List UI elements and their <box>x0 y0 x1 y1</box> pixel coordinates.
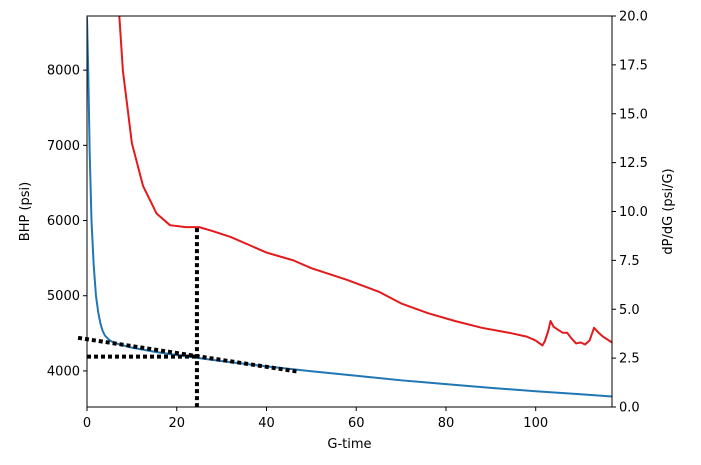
y-left-axis: 4000 5000 6000 7000 8000 <box>47 64 87 379</box>
y-right-tick-label: 0.0 <box>619 401 640 416</box>
x-tick-label: 40 <box>258 416 275 431</box>
y-right-tick-label: 10.0 <box>619 205 648 220</box>
x-tick-label: 0 <box>83 416 91 431</box>
x-axis: 0 20 40 60 80 100 <box>83 407 548 431</box>
x-tick-label: 60 <box>348 416 365 431</box>
y-right-axis: 0.0 2.5 5.0 7.5 10.0 12.5 15.0 17.5 20.0 <box>612 10 648 416</box>
y-right-tick-label: 7.5 <box>619 254 640 269</box>
y-right-axis-title: dP/dG (psi/G) <box>661 168 676 254</box>
y-left-tick-label: 7000 <box>47 139 80 154</box>
x-tick-label: 20 <box>168 416 185 431</box>
plot-series <box>87 16 612 398</box>
y-right-tick-label: 15.0 <box>619 107 648 122</box>
plot-frame <box>86 15 613 408</box>
y-left-tick-label: 4000 <box>47 364 80 379</box>
y-left-tick-label: 8000 <box>47 64 80 79</box>
plot-annotations <box>77 228 299 407</box>
x-axis-title: G-time <box>327 437 371 452</box>
y-right-tick-label: 12.5 <box>619 156 648 171</box>
x-tick-label: 80 <box>438 416 455 431</box>
y-right-tick-label: 20.0 <box>619 10 648 25</box>
x-tick-label: 100 <box>523 416 548 431</box>
pressure-series-line <box>87 17 612 398</box>
y-right-tick-label: 17.5 <box>619 58 648 73</box>
y-left-tick-label: 5000 <box>47 289 80 304</box>
y-right-tick-label: 2.5 <box>619 352 640 367</box>
y-left-axis-title: BHP (psi) <box>18 182 33 241</box>
derivative-series-line <box>118 16 612 347</box>
y-left-tick-label: 6000 <box>47 214 80 229</box>
y-right-tick-label: 5.0 <box>619 303 640 318</box>
dotted-annotation-line-1 <box>77 335 299 374</box>
